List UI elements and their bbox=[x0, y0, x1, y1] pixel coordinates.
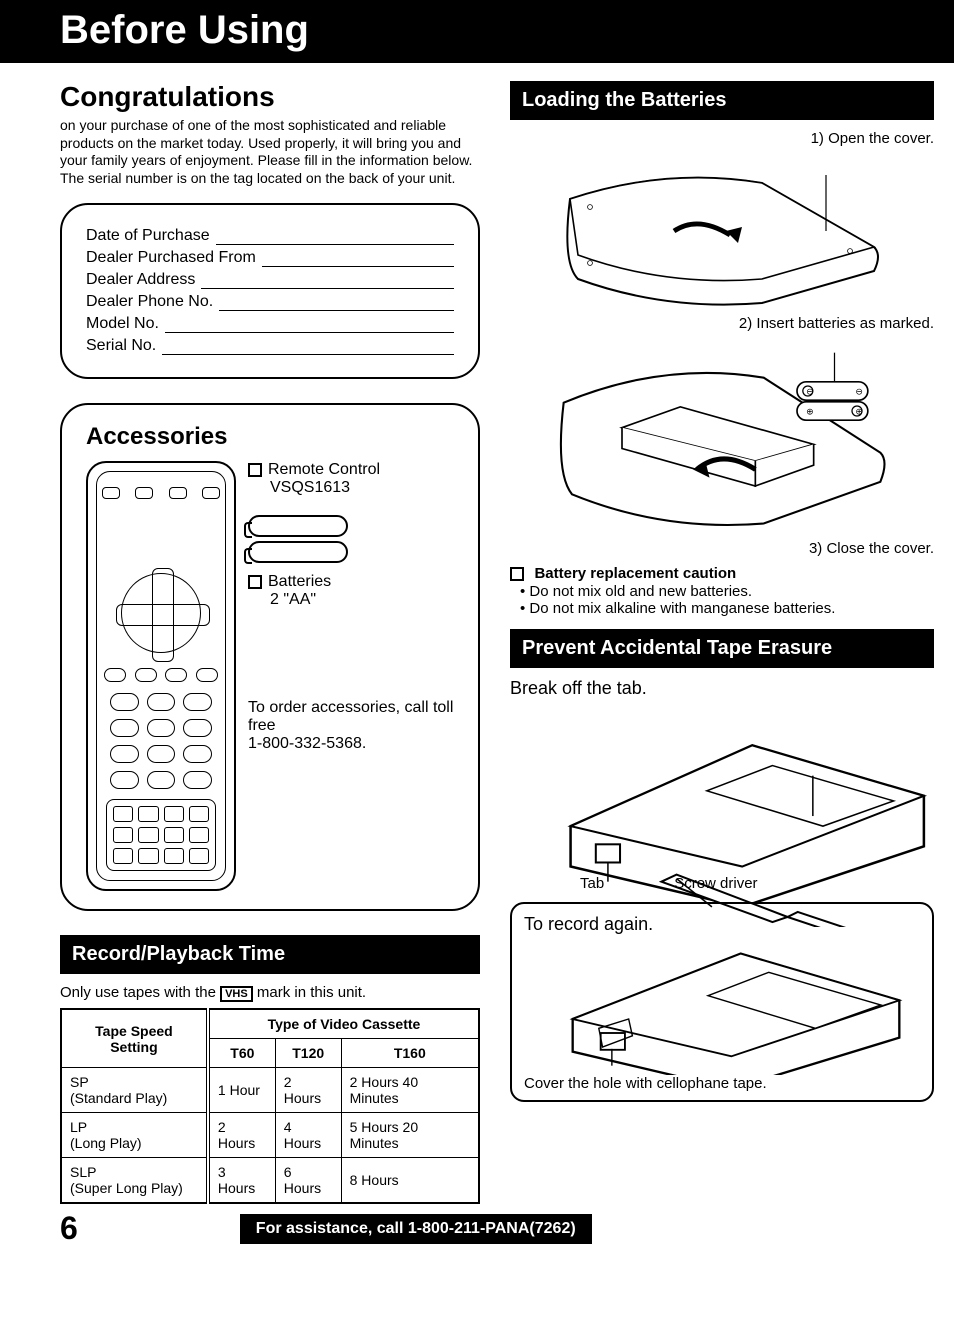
batteries-qty: 2 "AA" bbox=[270, 591, 316, 608]
accessories-heading: Accessories bbox=[86, 423, 454, 451]
caution-heading: Battery replacement caution bbox=[534, 565, 736, 582]
order-text: To order accessories, call toll free bbox=[248, 699, 453, 734]
step2-caption: 2) Insert batteries as marked. bbox=[510, 315, 934, 332]
battery-illustration bbox=[248, 515, 454, 563]
table-col-t160: T160 bbox=[341, 1039, 479, 1068]
order-phone: 1-800-332-5368. bbox=[248, 735, 366, 752]
field-dealer: Dealer Purchased From bbox=[86, 249, 256, 267]
congrats-heading: Congratulations bbox=[60, 81, 480, 113]
field-serial: Serial No. bbox=[86, 337, 156, 355]
field-phone: Dealer Phone No. bbox=[86, 293, 213, 311]
checkbox-icon bbox=[248, 463, 262, 477]
page-title: Before Using bbox=[0, 0, 954, 63]
caution-item: • Do not mix alkaline with manganese bat… bbox=[520, 600, 934, 617]
table-row: LP(Long Play) 2 Hours 4 Hours 5 Hours 20… bbox=[61, 1113, 479, 1158]
checkbox-icon bbox=[510, 567, 524, 581]
remote-model: VSQS1613 bbox=[270, 479, 350, 496]
svg-text:⊖: ⊖ bbox=[806, 386, 814, 396]
table-row: SLP(Super Long Play) 3 Hours 6 Hours 8 H… bbox=[61, 1158, 479, 1204]
purchase-info-box: Date of Purchase Dealer Purchased From D… bbox=[60, 203, 480, 379]
record-time-table: Tape Speed Setting Type of Video Cassett… bbox=[60, 1008, 480, 1204]
page-number: 6 bbox=[60, 1210, 78, 1247]
assistance-bar: For assistance, call 1-800-211-PANA(7262… bbox=[240, 1214, 592, 1244]
break-off-label: Break off the tab. bbox=[510, 678, 934, 699]
checkbox-icon bbox=[248, 575, 262, 589]
svg-text:⊕: ⊕ bbox=[806, 406, 814, 416]
step1-caption: 1) Open the cover. bbox=[510, 130, 934, 147]
record-again-label: To record again. bbox=[524, 914, 920, 935]
record-again-box: To record again. Cover the hole with cel… bbox=[510, 902, 934, 1102]
loading-heading: Loading the Batteries bbox=[510, 81, 934, 120]
table-header-type: Type of Video Cassette bbox=[208, 1009, 479, 1039]
tab-label: Tab bbox=[580, 875, 604, 892]
remote-label: Remote Control bbox=[268, 461, 380, 478]
table-row: SP(Standard Play) 1 Hour 2 Hours 2 Hours… bbox=[61, 1068, 479, 1113]
caution-item: • Do not mix old and new batteries. bbox=[520, 583, 934, 600]
svg-text:⊕: ⊕ bbox=[855, 406, 863, 416]
screwdriver-label: Screw driver bbox=[674, 875, 757, 892]
svg-text:⊖: ⊖ bbox=[855, 386, 863, 396]
step3-caption: 3) Close the cover. bbox=[510, 540, 934, 557]
record-heading: Record/Playback Time bbox=[60, 935, 480, 974]
cover-hole-label: Cover the hole with cellophane tape. bbox=[524, 1075, 767, 1092]
vhs-note: Only use tapes with the VHS mark in this… bbox=[60, 984, 480, 1002]
remote-illustration bbox=[86, 461, 236, 891]
table-col-t120: T120 bbox=[275, 1039, 341, 1068]
batteries-label: Batteries bbox=[268, 573, 331, 590]
congrats-intro: on your purchase of one of the most soph… bbox=[60, 117, 480, 187]
prevent-heading: Prevent Accidental Tape Erasure bbox=[510, 629, 934, 668]
vhs-mark-icon: VHS bbox=[220, 986, 253, 1002]
remote-insert-illustration: ⊖ ⊖ ⊕ ⊕ bbox=[510, 336, 934, 536]
remote-open-illustration bbox=[510, 151, 934, 311]
accessories-box: Accessories Remote ControlVSQS1613 bbox=[60, 403, 480, 911]
table-col-t60: T60 bbox=[208, 1039, 275, 1068]
field-date: Date of Purchase bbox=[86, 227, 210, 245]
field-model: Model No. bbox=[86, 315, 159, 333]
table-header-speed: Tape Speed Setting bbox=[61, 1009, 208, 1068]
field-address: Dealer Address bbox=[86, 271, 195, 289]
